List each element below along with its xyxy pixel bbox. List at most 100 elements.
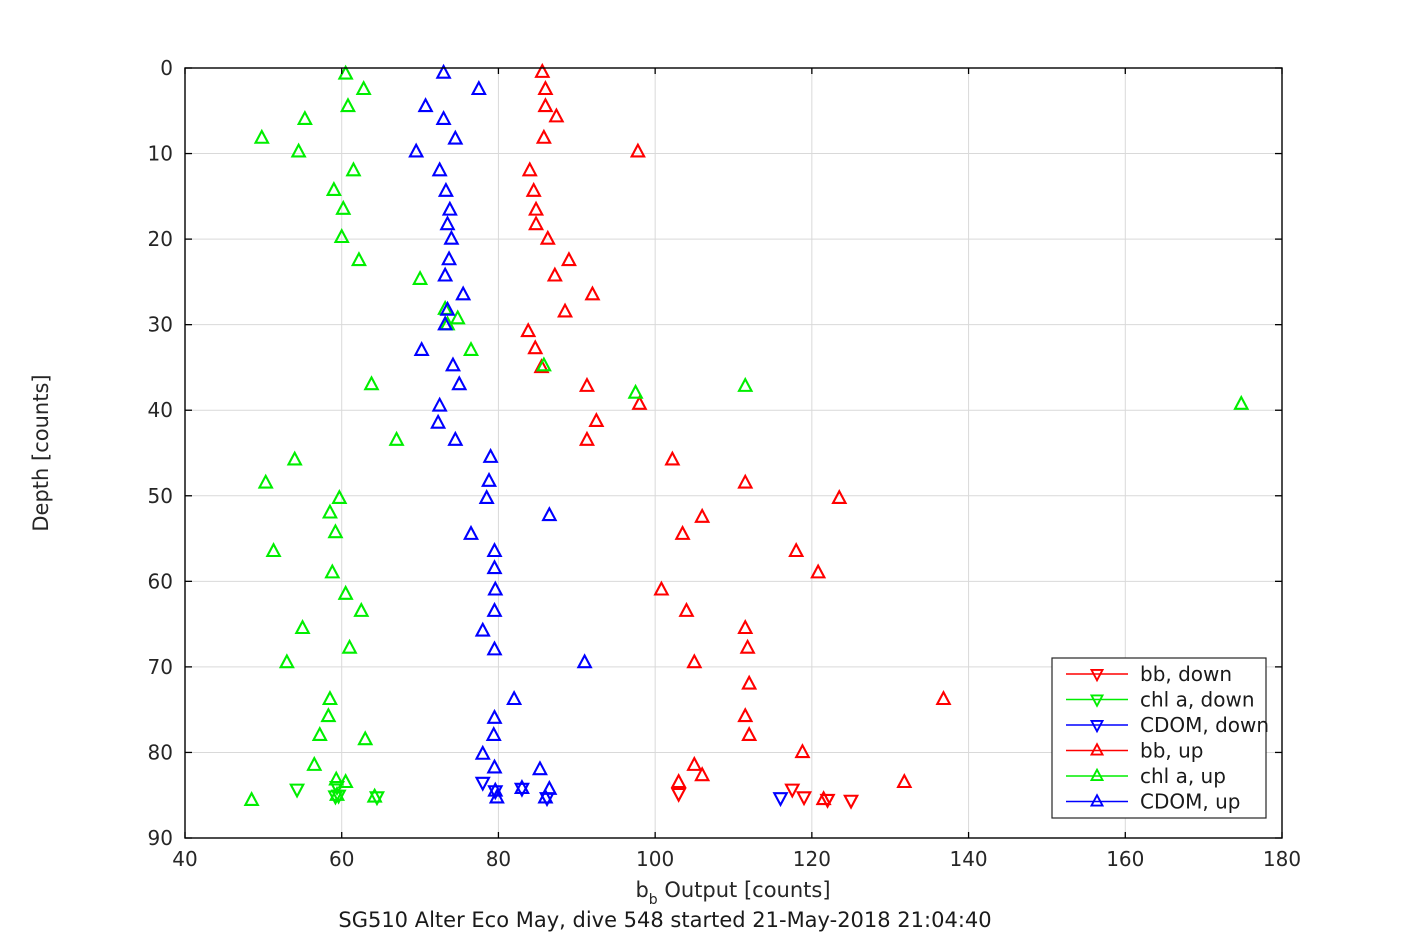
data-marker: [327, 523, 344, 539]
data-marker: [417, 97, 434, 113]
legend-item-bb-up[interactable]: bb, up: [1066, 739, 1203, 763]
data-marker: [629, 142, 646, 158]
data-marker: [478, 488, 495, 504]
data-marker: [488, 788, 505, 804]
x-tick-label: 160: [1106, 847, 1144, 871]
x-axis-title-rest: Output [counts]: [658, 878, 831, 902]
data-marker: [321, 503, 338, 519]
data-marker: [521, 161, 538, 177]
data-marker: [531, 760, 548, 776]
x-tick-label: 120: [793, 847, 831, 871]
data-marker: [474, 744, 491, 760]
data-marker: [686, 653, 703, 669]
data-marker: [546, 266, 563, 282]
data-marker: [455, 285, 472, 301]
data-marker: [355, 80, 372, 96]
x-tick-label: 80: [486, 847, 511, 871]
data-marker: [449, 309, 466, 325]
legend-marker-icon: [1089, 669, 1105, 683]
legend-item-chl-a-down[interactable]: chl a, down: [1066, 688, 1255, 712]
data-marker: [324, 563, 341, 579]
y-tick-label: 40: [148, 398, 173, 422]
data-marker: [486, 559, 503, 575]
data-marker: [576, 653, 593, 669]
y-tick-label: 10: [148, 142, 173, 166]
data-marker: [527, 339, 544, 355]
legend-item-cdom-down[interactable]: CDOM, down: [1066, 713, 1269, 737]
data-marker: [486, 758, 503, 774]
legend-item-bb-down[interactable]: bb, down: [1066, 662, 1232, 686]
x-tick-label: 180: [1263, 847, 1301, 871]
data-marker: [447, 430, 464, 446]
data-marker: [463, 340, 480, 356]
data-marker: [463, 524, 480, 540]
data-marker: [345, 161, 362, 177]
y-axis-title: Depth [counts]: [29, 374, 53, 531]
data-marker: [588, 411, 605, 427]
y-tick-label: 20: [148, 227, 173, 251]
data-marker: [439, 300, 456, 316]
y-tick-labels: 0 10 20 30 40 50 60 70 80 90: [148, 56, 173, 850]
data-marker: [357, 730, 374, 746]
x-tick-label: 40: [172, 847, 197, 871]
data-marker: [337, 773, 354, 789]
data-markers-layer: [243, 62, 1250, 810]
data-marker: [485, 725, 502, 741]
data-marker: [482, 447, 499, 463]
data-marker: [437, 181, 454, 197]
data-marker: [810, 563, 827, 579]
data-marker: [694, 766, 711, 782]
data-marker: [670, 787, 687, 803]
data-marker: [528, 215, 545, 231]
y-tick-label: 70: [148, 655, 173, 679]
data-marker: [831, 488, 848, 504]
legend-marker-icon: [1089, 793, 1105, 807]
data-marker: [541, 779, 558, 795]
legend-marker-icon: [1089, 694, 1105, 708]
data-marker: [486, 708, 503, 724]
data-marker: [486, 640, 503, 656]
legend-label: CDOM, down: [1140, 713, 1269, 737]
data-marker: [631, 394, 648, 410]
series-chl-a-up: [243, 64, 1250, 807]
data-marker: [320, 707, 337, 723]
data-marker: [541, 506, 558, 522]
data-marker: [513, 782, 530, 798]
x-tick-label: 140: [949, 847, 987, 871]
data-marker: [796, 791, 813, 807]
data-marker: [506, 690, 523, 706]
data-marker: [737, 473, 754, 489]
data-marker: [333, 228, 350, 244]
data-marker: [794, 743, 811, 759]
x-tick-label: 60: [329, 847, 354, 871]
figure-caption: SG510 Alter Eco May, dive 548 started 21…: [338, 908, 991, 932]
data-marker: [653, 580, 670, 596]
data-marker: [447, 129, 464, 145]
data-marker: [686, 755, 703, 771]
data-marker: [335, 199, 352, 215]
data-marker: [584, 285, 601, 301]
data-marker: [578, 430, 595, 446]
data-marker: [363, 375, 380, 391]
legend-item-chl-a-up[interactable]: chl a, up: [1066, 764, 1226, 788]
data-marker: [325, 180, 342, 196]
x-axis-title-main: b: [635, 878, 648, 902]
data-marker: [788, 542, 805, 558]
data-marker: [737, 707, 754, 723]
data-marker: [486, 601, 503, 617]
data-marker: [431, 396, 448, 412]
data-marker: [265, 542, 282, 558]
legend-marker-icon: [1089, 767, 1105, 781]
legend-item-cdom-up[interactable]: CDOM, up: [1066, 790, 1240, 814]
data-marker: [294, 619, 311, 635]
data-marker: [289, 783, 306, 799]
series-bb-down: [670, 783, 860, 810]
data-marker: [815, 790, 832, 806]
legend-box: [1051, 657, 1267, 819]
plot-frame: [184, 67, 1283, 839]
data-marker: [819, 793, 836, 809]
data-marker: [487, 580, 504, 596]
